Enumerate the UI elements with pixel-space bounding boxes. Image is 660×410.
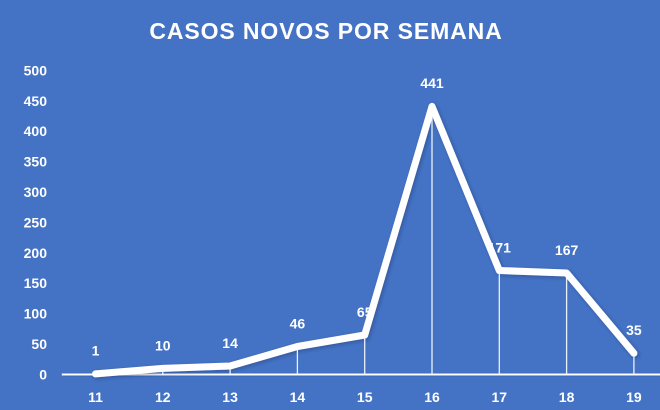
svg-text:15: 15	[357, 389, 373, 405]
svg-text:18: 18	[559, 389, 575, 405]
svg-text:19: 19	[626, 389, 642, 405]
svg-text:35: 35	[626, 322, 642, 338]
svg-text:167: 167	[555, 242, 579, 258]
svg-text:350: 350	[24, 154, 48, 170]
svg-text:14: 14	[290, 389, 306, 405]
svg-text:1: 1	[92, 343, 100, 359]
svg-text:441: 441	[420, 75, 444, 91]
svg-text:400: 400	[24, 123, 48, 139]
svg-text:250: 250	[24, 214, 48, 230]
svg-text:13: 13	[222, 389, 238, 405]
svg-text:65: 65	[357, 304, 373, 320]
svg-text:16: 16	[424, 389, 440, 405]
svg-text:0: 0	[39, 366, 47, 382]
svg-text:300: 300	[24, 184, 48, 200]
svg-text:14: 14	[222, 335, 238, 351]
svg-text:CASOS NOVOS POR SEMANA: CASOS NOVOS POR SEMANA	[149, 18, 502, 44]
svg-text:200: 200	[24, 245, 48, 261]
svg-text:10: 10	[155, 337, 171, 353]
svg-text:450: 450	[24, 93, 48, 109]
svg-text:17: 17	[492, 389, 508, 405]
svg-text:12: 12	[155, 389, 171, 405]
svg-text:46: 46	[290, 315, 306, 331]
svg-text:171: 171	[488, 239, 512, 255]
svg-text:11: 11	[88, 389, 103, 405]
svg-text:500: 500	[24, 62, 48, 78]
svg-text:150: 150	[24, 275, 48, 291]
svg-text:100: 100	[24, 306, 48, 322]
svg-text:50: 50	[31, 336, 47, 352]
